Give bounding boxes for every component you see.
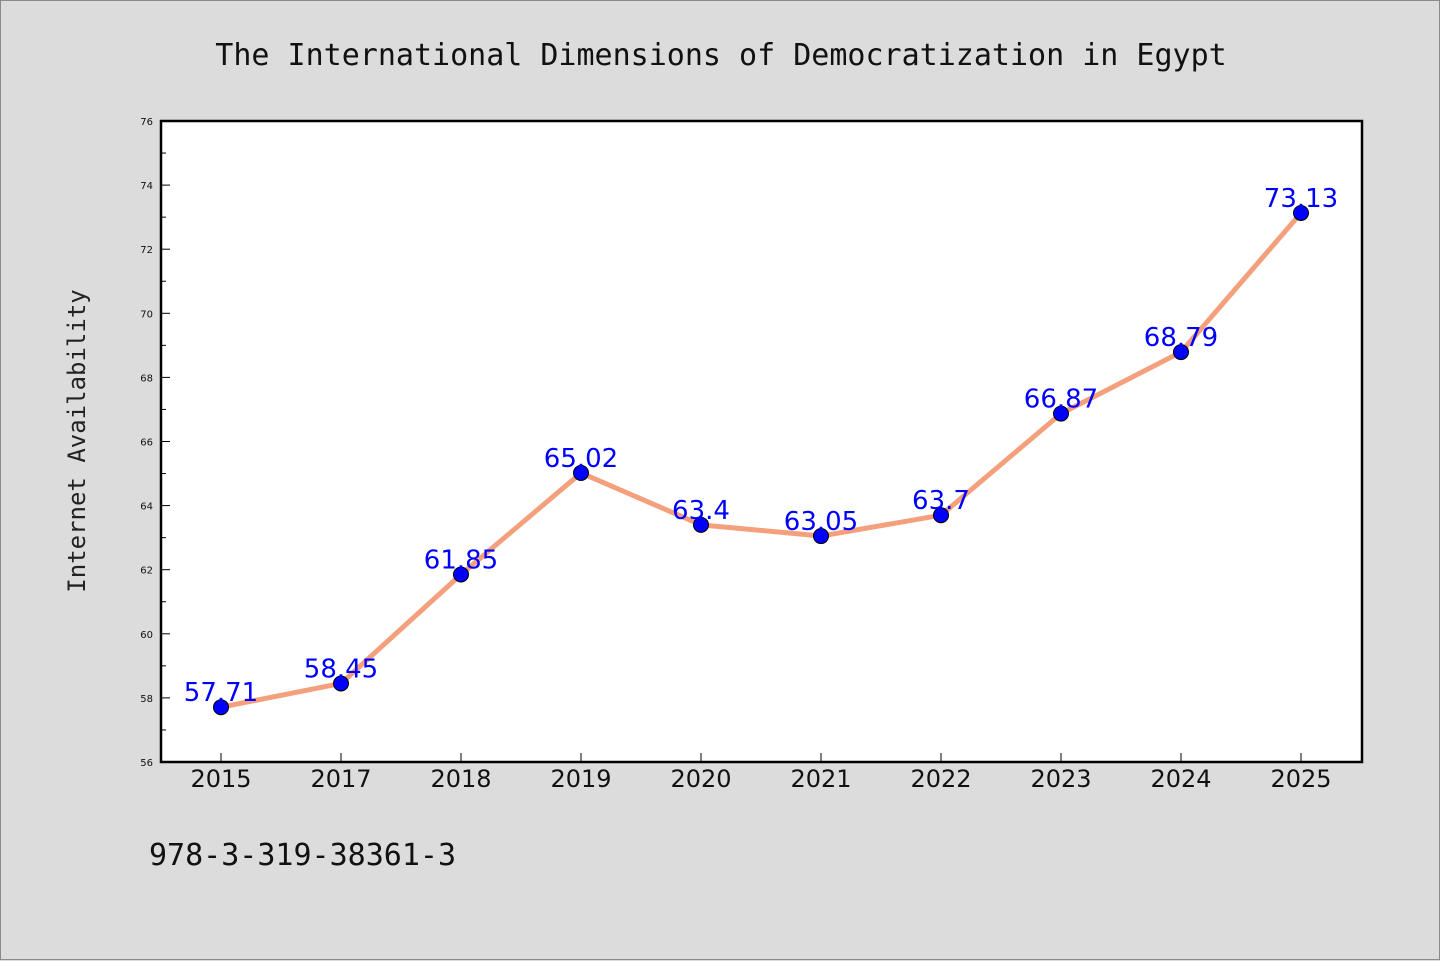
y-tick-label: 58 bbox=[140, 694, 153, 705]
data-point bbox=[1173, 344, 1189, 361]
footer-isbn: 978-3-319-38361-3 bbox=[149, 838, 456, 873]
y-tick-label: 56 bbox=[140, 758, 153, 769]
data-label: 61.85 bbox=[424, 546, 498, 576]
series-line bbox=[218, 210, 1304, 710]
x-tick-label: 2020 bbox=[670, 765, 731, 793]
y-axis-label: Internet Availability bbox=[63, 289, 91, 592]
y-tick-label: 62 bbox=[140, 566, 153, 577]
x-tick-label: 2018 bbox=[430, 765, 491, 793]
y-tick-label: 70 bbox=[140, 309, 153, 320]
x-tick-label: 2025 bbox=[1270, 765, 1331, 793]
plot-area bbox=[159, 119, 1364, 764]
y-tick-label: 76 bbox=[140, 117, 153, 128]
data-label: 66.87 bbox=[1024, 385, 1098, 415]
x-tick-label: 2023 bbox=[1030, 765, 1091, 793]
y-tick-label: 68 bbox=[140, 373, 153, 384]
y-tick-label: 72 bbox=[140, 245, 153, 256]
data-points bbox=[213, 204, 1309, 716]
x-tick-label: 2019 bbox=[550, 765, 611, 793]
y-axis: 56 58 60 62 64 66 68 70 72 74 76 bbox=[140, 117, 170, 769]
data-point bbox=[573, 464, 589, 481]
y-tick-label: 60 bbox=[140, 630, 153, 641]
x-tick-label: 2024 bbox=[1150, 765, 1211, 793]
x-tick-label: 2022 bbox=[910, 765, 971, 793]
data-point bbox=[1053, 405, 1069, 422]
data-point bbox=[1293, 204, 1309, 221]
data-label: 57.71 bbox=[184, 678, 258, 708]
x-tick-label: 2021 bbox=[790, 765, 851, 793]
data-labels: 57.71 58.45 61.85 65.02 63.4 63.05 63.7 66.87 68… bbox=[184, 184, 1338, 708]
x-tick-label: 2015 bbox=[190, 765, 251, 793]
data-label: 63.7 bbox=[912, 486, 970, 516]
y-tick-label: 74 bbox=[140, 181, 153, 192]
data-label: 63.05 bbox=[784, 507, 858, 537]
series-line-group bbox=[218, 210, 1304, 710]
data-label: 63.4 bbox=[672, 496, 730, 526]
data-label: 65.02 bbox=[544, 444, 618, 474]
data-label: 68.79 bbox=[1144, 323, 1218, 353]
data-point bbox=[813, 528, 829, 545]
data-point bbox=[453, 566, 469, 583]
x-axis: 2015 2017 2018 2019 2020 2021 2022 2023 2024 2025 bbox=[190, 753, 1332, 793]
x-tick-label: 2017 bbox=[310, 765, 371, 793]
chart-title: The International Dimensions of Democrat… bbox=[215, 38, 1226, 73]
data-point bbox=[213, 699, 229, 716]
data-point bbox=[333, 675, 349, 692]
data-label: 58.45 bbox=[304, 654, 378, 684]
data-point bbox=[693, 516, 709, 533]
y-tick-label: 64 bbox=[140, 502, 153, 513]
data-point bbox=[933, 507, 949, 524]
y-tick-label: 66 bbox=[140, 438, 153, 449]
data-label: 73.13 bbox=[1264, 184, 1338, 214]
